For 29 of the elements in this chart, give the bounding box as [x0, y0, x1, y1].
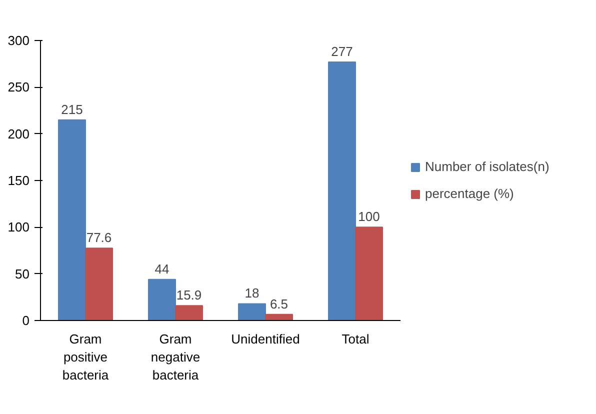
y-tick-label: 300: [8, 33, 30, 48]
x-tick-label: Unidentified: [231, 332, 300, 346]
data-label: 215: [61, 102, 83, 117]
y-tick-label: 100: [8, 220, 30, 235]
x-tick-label: Gram negative bacteria: [150, 332, 200, 382]
y-tick-label: 50: [15, 266, 30, 282]
bar: [148, 278, 176, 320]
data-label: 6.5: [270, 296, 288, 312]
y-tick-label: 250: [8, 80, 30, 95]
bar: [355, 226, 383, 320]
data-label: 77.6: [86, 230, 112, 246]
bar: [265, 314, 293, 320]
bar: [328, 61, 356, 320]
bar: [58, 119, 86, 320]
bar: [85, 248, 113, 320]
data-label: 15.9: [176, 288, 202, 303]
bar: [238, 303, 266, 320]
bar: [175, 305, 203, 320]
data-label: 18: [244, 286, 260, 301]
y-tick-label: 200: [8, 126, 30, 142]
legend-label: percentage (%): [425, 186, 514, 201]
x-tick-label: Total: [342, 332, 370, 346]
data-label: 44: [154, 261, 170, 276]
data-label: 100: [358, 209, 380, 224]
legend-label: Number of isolates(n): [425, 159, 550, 174]
y-tick-label: 150: [8, 173, 30, 188]
y-tick-label: 0: [22, 313, 30, 328]
x-tick-label: Gram positive bacteria: [62, 332, 110, 382]
data-label: 277: [331, 44, 353, 59]
